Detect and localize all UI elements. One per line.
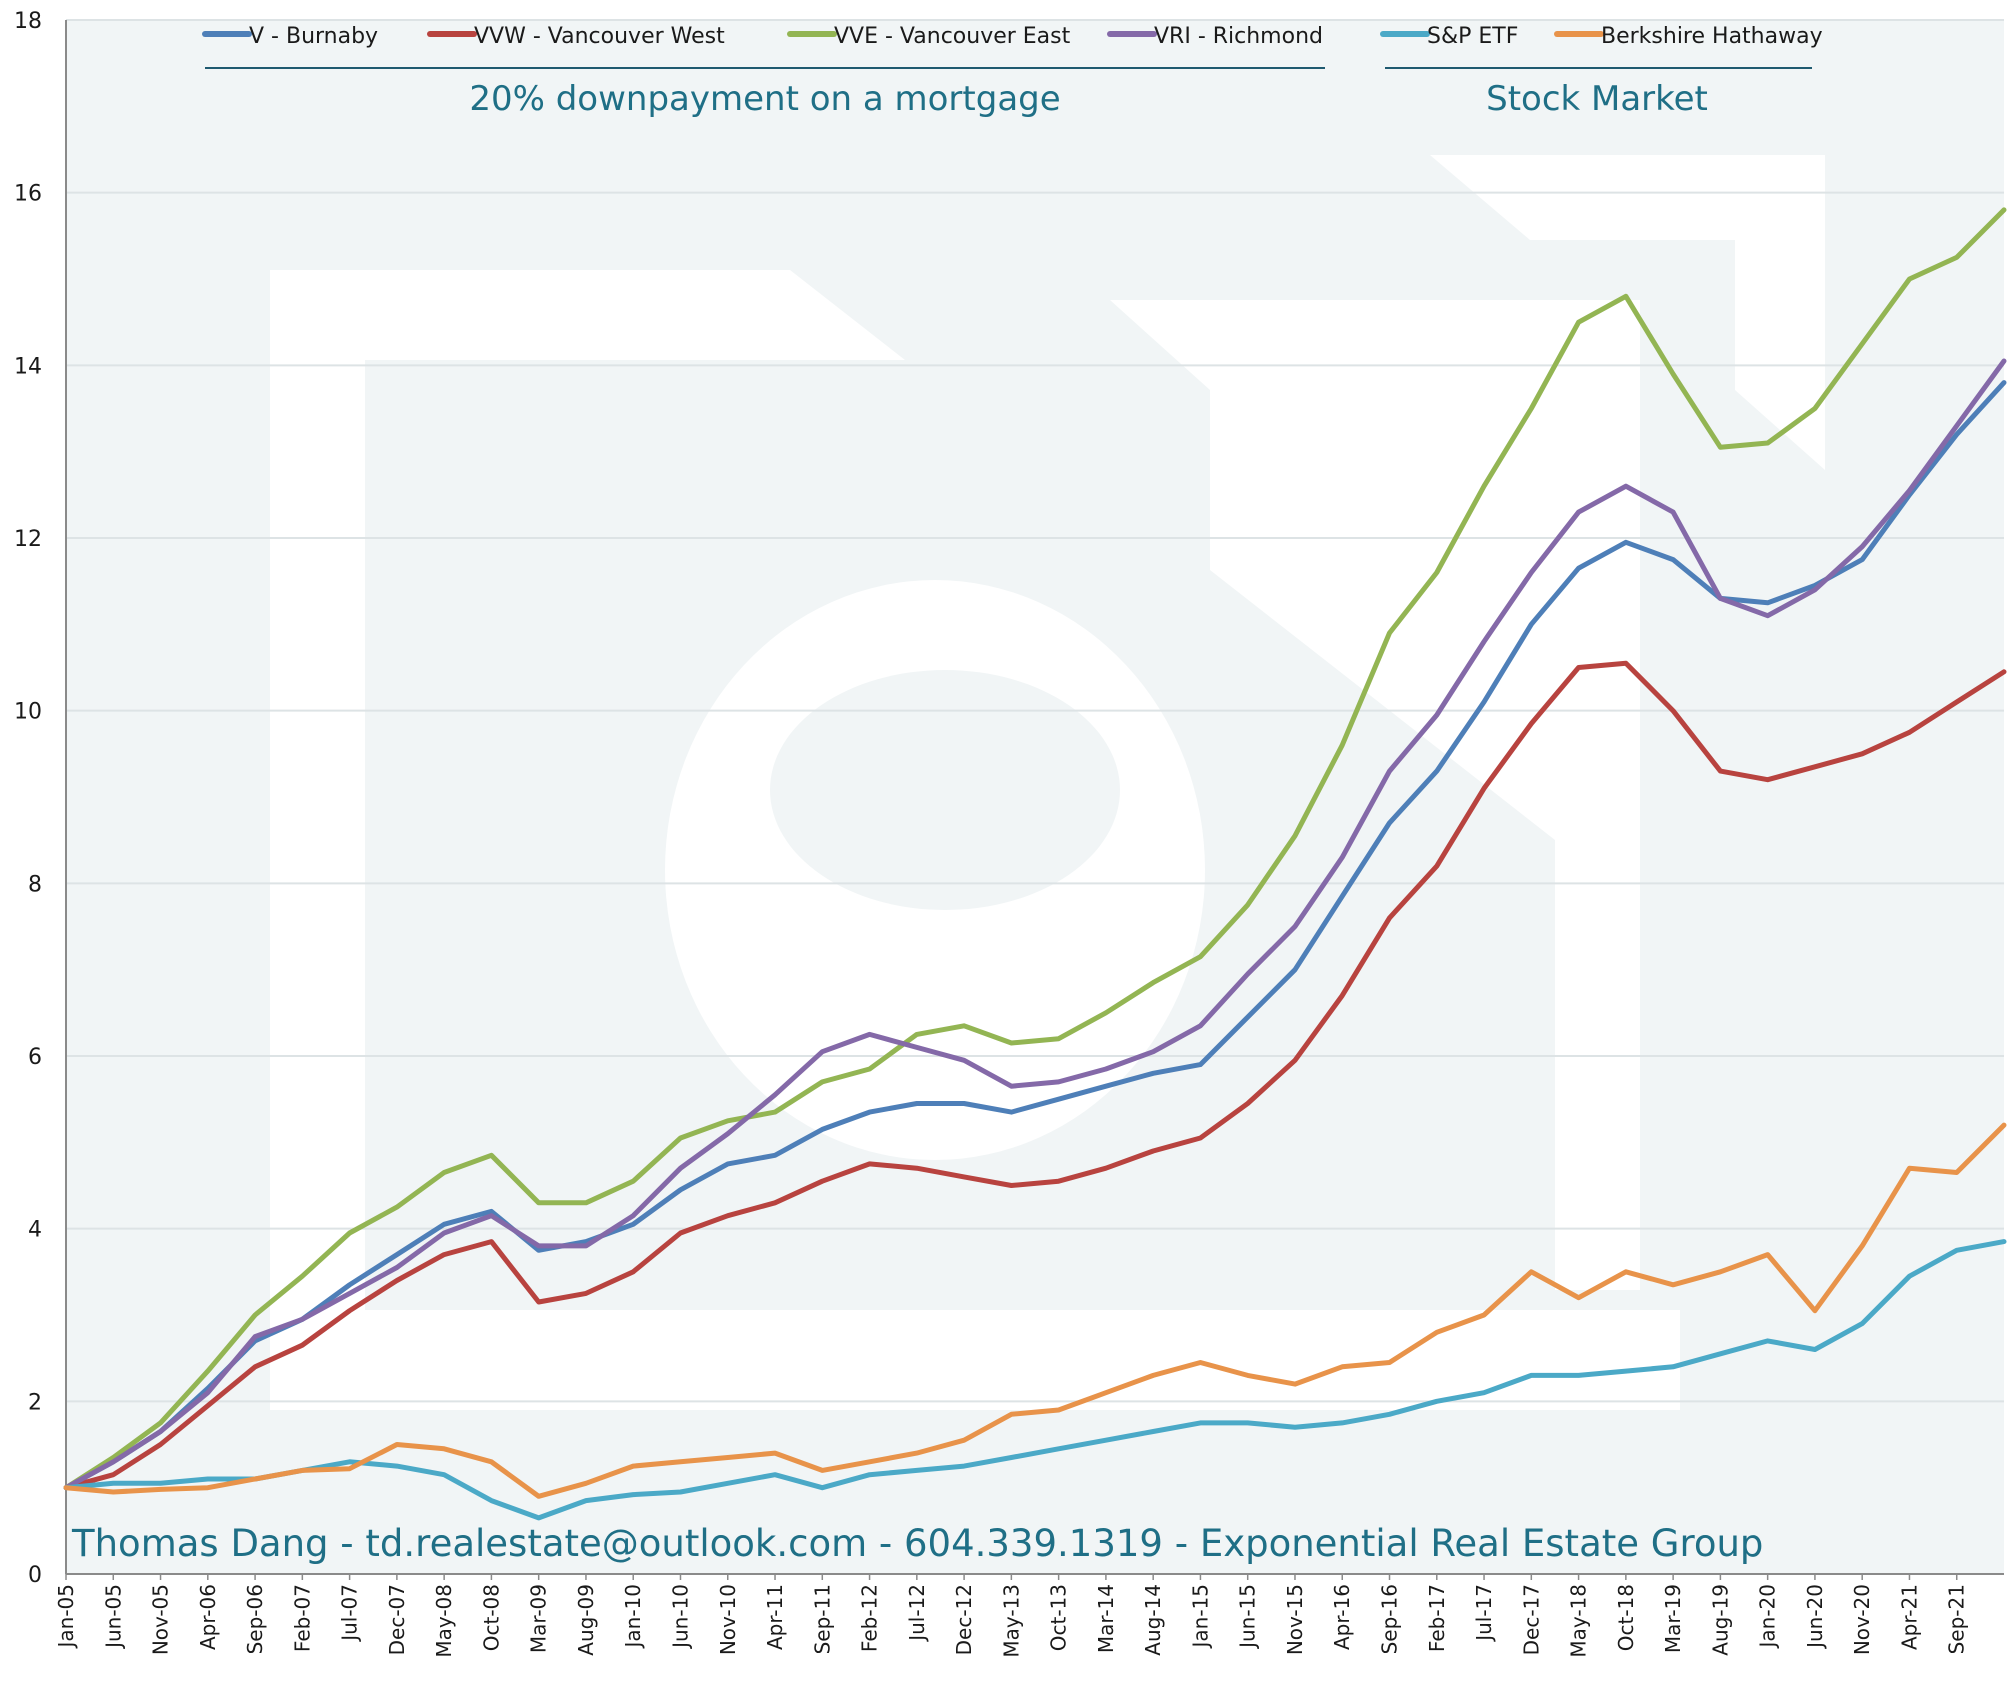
x-tick-label: Sep-21 (1945, 1584, 1969, 1654)
x-tick-label: Jun-20 (1803, 1584, 1827, 1650)
x-tick-label: Mar-14 (1094, 1584, 1118, 1653)
y-tick-label: 14 (14, 354, 42, 379)
x-tick-label: Aug-19 (1708, 1584, 1732, 1656)
x-tick-label: Nov-10 (716, 1584, 740, 1655)
x-tick-label: Nov-20 (1850, 1584, 1874, 1655)
y-tick-label: 18 (14, 9, 42, 34)
y-tick-label: 2 (28, 1390, 42, 1415)
series-line-vri-richmond (63, 358, 2007, 1491)
gridlines (66, 19, 2004, 1575)
legend-label-berkshire-hathaway: Berkshire Hathaway (1601, 24, 1823, 49)
legend-label-vve-vancouver-east: VVE - Vancouver East (834, 24, 1071, 49)
x-tick-label: Nov-15 (1283, 1584, 1307, 1655)
x-tick-label: Apr-16 (1330, 1584, 1354, 1650)
x-tick-label: Apr-06 (196, 1584, 220, 1650)
legend: V - Burnaby VVW - Vancouver West VVE - Van… (202, 24, 1823, 49)
x-tick-label: Dec-12 (952, 1584, 976, 1655)
x-tick-label: Aug-09 (574, 1584, 598, 1656)
x-tick-label: May-18 (1567, 1584, 1591, 1658)
series-line-s-p-etf (63, 1239, 2007, 1521)
footer-contact: Thomas Dang - td.realestate@outlook.com … (71, 1522, 1763, 1565)
y-tick-label: 8 (28, 872, 42, 897)
series-line-vvw-vancouver-west (63, 660, 2007, 1491)
x-tick-label: Jul-12 (905, 1584, 929, 1643)
series-line-vve-vancouver-east (63, 207, 2007, 1491)
x-tick-label: Apr-21 (1897, 1584, 1921, 1650)
group-annotations: 20% downpayment on a mortgage Stock Mark… (205, 67, 1812, 119)
y-tick-label: 12 (14, 527, 42, 552)
series-line-v-burnaby (63, 380, 2007, 1491)
x-tick-label: Jan-10 (621, 1584, 645, 1650)
y-tick-label: 4 (28, 1218, 42, 1243)
series-line-berkshire-hathaway (63, 1122, 2007, 1499)
y-tick-label: 6 (28, 1045, 42, 1070)
legend-label-v-burnaby: V - Burnaby (249, 24, 378, 49)
x-tick-label: Feb-12 (858, 1584, 882, 1652)
legend-label-vvw-vancouver-west: VVW - Vancouver West (474, 24, 725, 49)
x-tick-label: Dec-17 (1519, 1584, 1543, 1655)
x-tick-label: Sep-11 (810, 1584, 834, 1654)
x-tick-label: Sep-16 (1378, 1584, 1402, 1654)
x-tick-label: Mar-09 (527, 1584, 551, 1653)
x-tick-label: Jun-15 (1236, 1584, 1260, 1650)
y-tick-label: 0 (28, 1563, 42, 1588)
axes: 0 2 4 6 8 10 12 14 16 18 Jan-05 Jun-05 Nov-05 Apr-06 S… (14, 9, 2004, 1658)
x-tick-label: Feb-17 (1425, 1584, 1449, 1652)
x-tick-label: Mar-19 (1661, 1584, 1685, 1653)
x-tick-label: Apr-11 (763, 1584, 787, 1650)
x-tick-label: May-08 (432, 1584, 456, 1658)
x-tick-label: Jul-07 (338, 1584, 362, 1643)
y-tick-label: 10 (14, 700, 42, 725)
series-lines (63, 207, 2007, 1521)
x-tick-label: Jul-17 (1472, 1584, 1496, 1643)
x-tick-label: Feb-07 (290, 1584, 314, 1652)
x-tick-label: Sep-06 (243, 1584, 267, 1654)
x-tick-label: Dec-07 (385, 1584, 409, 1655)
x-tick-label: May-13 (999, 1584, 1023, 1658)
mortgage-group-label: 20% downpayment on a mortgage (469, 79, 1060, 119)
y-tick-label: 16 (14, 182, 42, 207)
stock-group-label: Stock Market (1486, 79, 1708, 119)
x-tick-label: Jan-15 (1188, 1584, 1212, 1650)
x-tick-label: Oct-13 (1047, 1584, 1071, 1651)
x-tick-label: Oct-18 (1614, 1584, 1638, 1651)
legend-label-vri-richmond: VRI - Richmond (1154, 24, 1323, 49)
x-tick-label: Nov-05 (149, 1584, 173, 1655)
watermark-logo-hole (770, 670, 1120, 910)
x-tick-label: Oct-08 (479, 1584, 503, 1651)
x-tick-label: Jun-10 (668, 1584, 692, 1650)
x-tick-label: Jan-05 (54, 1584, 78, 1650)
x-tick-label: Aug-14 (1141, 1584, 1165, 1656)
x-tick-label: Jun-05 (101, 1584, 125, 1650)
legend-label-s-p-etf: S&P ETF (1427, 24, 1518, 49)
x-tick-label: Jan-20 (1756, 1584, 1780, 1650)
